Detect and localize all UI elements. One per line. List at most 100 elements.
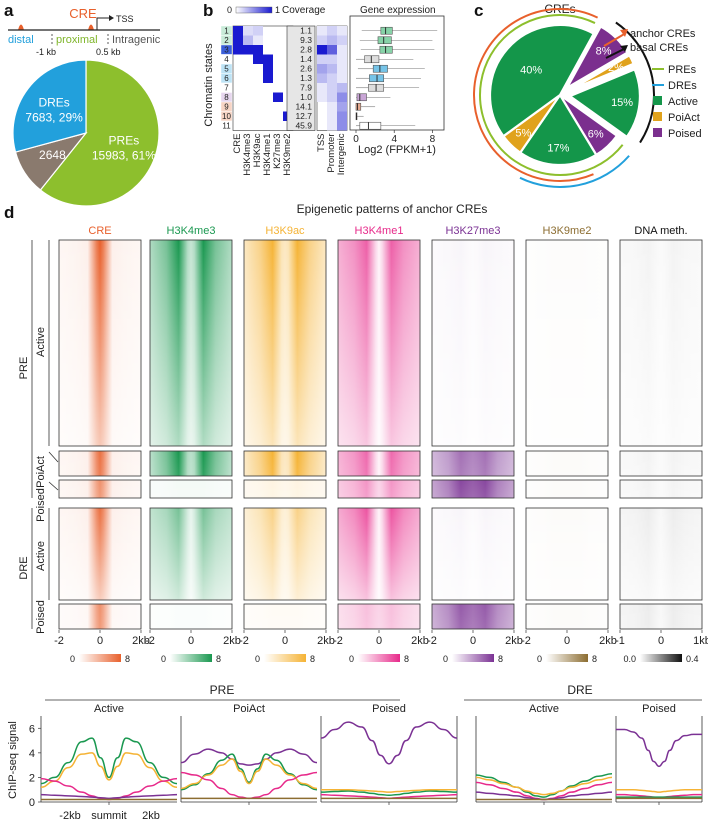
- region-cell: [327, 111, 337, 121]
- profile-x-right: 2kb: [142, 810, 160, 822]
- legend-label-active: Active: [668, 96, 698, 108]
- tick-0-5kb: 0.5 kb: [96, 47, 121, 57]
- anchor-arrow-head: [620, 29, 628, 37]
- mark-cell: [243, 35, 253, 45]
- profile-line-h3k27me3: [616, 728, 702, 768]
- heatmap-x-tick-label: 0: [564, 635, 570, 647]
- heatmap-x-tick-label: 2kb: [223, 635, 241, 647]
- heatmap-frame: [525, 479, 609, 499]
- legend-label-poised: Poised: [668, 128, 702, 140]
- region-cell: [337, 54, 347, 64]
- state-cell-11: [220, 120, 233, 131]
- heatmap-frame: [58, 450, 142, 477]
- region-cell: [327, 83, 337, 93]
- region-cell: [327, 45, 337, 55]
- profile-line-h3k9ac: [180, 758, 318, 790]
- subgroup-dre-active: Active: [35, 541, 47, 571]
- pie-slice-poiact: [568, 53, 636, 92]
- chromatin-states-ylabel: Chromatin states: [203, 43, 215, 127]
- heatmap-frame: [431, 450, 515, 477]
- legend-swatch-active: [653, 96, 662, 105]
- heatmap-grid: CRE -2 0 2kb 0 8 H3K4me3 -2 0 2kb 0 8 H3K9ac -2 0 2kb 0 8…: [54, 225, 708, 664]
- heatmap-frame: [243, 479, 327, 499]
- poised-connector: [48, 481, 59, 491]
- panel-c: c CREs 8%2%15%6%17%5%40% anchor CREs bas…: [473, 1, 702, 188]
- heatmap-frame: [337, 479, 421, 499]
- state-label-7: 7: [224, 84, 229, 93]
- heatmap-frame: [619, 507, 703, 601]
- expression-title: Gene expression: [360, 5, 436, 16]
- heatmap-x-tick-label: 0: [282, 635, 288, 647]
- profile-group-pre: PRE: [210, 683, 235, 697]
- panel-d-label: d: [4, 203, 14, 222]
- panel-c-label: c: [474, 1, 483, 20]
- heatmap-dna-dre-poised: [620, 604, 702, 629]
- coverage-value: 1.3: [300, 73, 312, 83]
- heatmap-frame: [243, 450, 327, 477]
- heatmap-x-tick-label: 2kb: [411, 635, 429, 647]
- state-label-6: 6: [224, 74, 229, 83]
- heatmap-frame: [243, 239, 327, 447]
- pie-label: 17%: [547, 142, 569, 154]
- region-cell: [337, 73, 347, 83]
- mark-col-h3k9ac: H3K9ac: [252, 133, 263, 167]
- profile-x-left: -2kb: [59, 810, 80, 822]
- tss-arrow-stem: [96, 17, 109, 30]
- coverage-value: 14.1: [295, 102, 312, 112]
- region-col-intergenic: Intergenic: [336, 133, 347, 175]
- region-cell: [327, 73, 337, 83]
- state-label-5: 5: [224, 65, 229, 74]
- heatmap-x-tick-label: -2: [54, 635, 64, 647]
- region-cell: [337, 92, 347, 102]
- heatmap-dna-dre-active: [620, 508, 702, 600]
- region-cell: [337, 64, 347, 74]
- scale-bar-k9ac: [264, 654, 306, 662]
- pie-label-dres: DREs: [38, 96, 69, 110]
- mark-col-h3k4me1: H3K4me1: [262, 134, 273, 176]
- profile-y-tick-label: 0: [29, 797, 35, 809]
- box-11: [359, 121, 382, 130]
- heatmap-x-tick-label: 2kb: [132, 635, 150, 647]
- poiact-connector: [48, 451, 59, 463]
- coverage-value: 7.9: [300, 83, 312, 93]
- heatmap-x-tick-label: 0: [376, 635, 382, 647]
- region-cell: [337, 26, 347, 36]
- heatmap-k4me3-pre-poiact: [150, 451, 232, 476]
- region-cell: [327, 26, 337, 36]
- pie-slice-pres: [39, 59, 160, 207]
- scale-max-dna: 0.4: [686, 654, 699, 664]
- coverage-title: Coverage: [282, 5, 326, 16]
- heatmap-frame: [619, 239, 703, 447]
- heatmap-frame: [525, 603, 609, 630]
- heatmap-frame: [525, 507, 609, 601]
- heatmap-k9me2-pre-poiact: [526, 451, 608, 476]
- scale-max-k4me1: 8: [404, 654, 409, 664]
- x-tick-label: 0: [353, 134, 359, 145]
- state-label-1: 1: [224, 27, 229, 36]
- heatmap-frame: [58, 507, 142, 601]
- column-title-dna: DNA meth.: [634, 225, 687, 237]
- heatmap-k4me3-pre-active: [150, 240, 232, 446]
- pie-label: 2%: [608, 62, 624, 74]
- group-label-dre: DRE: [18, 556, 30, 579]
- region-cell: [327, 92, 337, 102]
- region-cell: [317, 45, 327, 55]
- heatmap-frame: [58, 603, 142, 630]
- column-title-cre: CRE: [88, 225, 111, 237]
- heatmap-x-tick-label: -2: [239, 635, 249, 647]
- region-cell: [317, 35, 327, 45]
- heatmap-x-tick-label: 2kb: [599, 635, 617, 647]
- mark-cell: [243, 26, 253, 36]
- region-cell: [317, 64, 327, 74]
- heatmap-frame: [525, 239, 609, 447]
- profile-y-tick-label: 4: [29, 748, 35, 760]
- coverage-frame: [286, 25, 316, 131]
- coverage-value: 12.7: [295, 111, 312, 121]
- legend-swatch-poised: [653, 128, 662, 137]
- chip-profiles: PRE DRE Active PoiAct Poised Active Poised 0 2 4 6…: [7, 683, 703, 822]
- pie-label-other: 2648: [39, 148, 66, 162]
- state-label-9: 9: [224, 103, 229, 112]
- state-label-3: 3: [224, 46, 229, 55]
